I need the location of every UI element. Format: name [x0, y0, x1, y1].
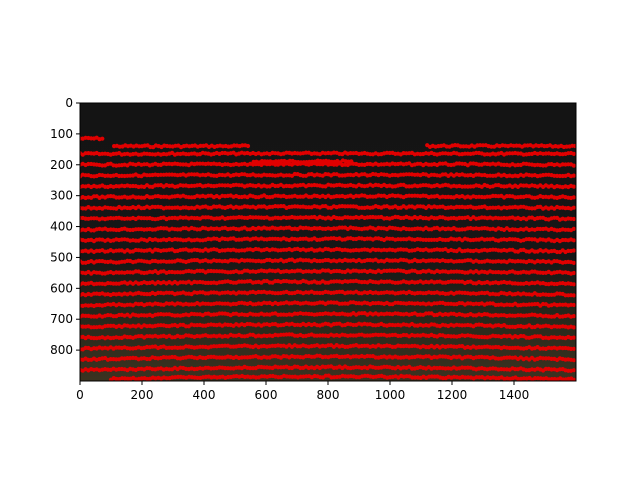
y-tick-label: 0 [65, 96, 73, 110]
data-point [571, 238, 576, 243]
data-point [571, 205, 576, 210]
x-axis: 0 200 400 600 800 1000 1200 1400 [76, 381, 529, 402]
data-point [571, 293, 576, 298]
data-point [245, 143, 251, 149]
data-point [571, 163, 576, 168]
y-tick-label: 200 [50, 158, 73, 172]
data-point [571, 358, 576, 363]
data-point [571, 260, 576, 265]
x-tick-label: 1000 [375, 388, 406, 402]
data-point [571, 184, 576, 189]
scatter-points [80, 135, 576, 381]
data-point [573, 143, 576, 149]
data-point [571, 270, 576, 276]
y-tick-label: 500 [50, 250, 73, 264]
x-tick-label: 1400 [499, 388, 530, 402]
x-tick-label: 800 [317, 388, 340, 402]
y-tick-label: 700 [50, 312, 73, 326]
data-point [571, 216, 576, 222]
data-point [571, 368, 576, 373]
x-tick-label: 0 [76, 388, 84, 402]
x-tick-label: 200 [131, 388, 154, 402]
y-tick-label: 800 [50, 343, 73, 357]
x-tick-label: 1200 [437, 388, 468, 402]
data-point [571, 173, 576, 178]
data-point [571, 302, 576, 308]
y-axis: 0 100 200 300 400 500 600 700 800 [50, 96, 80, 357]
x-tick-label: 600 [255, 388, 278, 402]
data-point [571, 248, 576, 253]
data-point [571, 195, 576, 200]
y-tick-label: 100 [50, 127, 73, 141]
x-tick-label: 400 [193, 388, 216, 402]
y-tick-label: 600 [50, 281, 73, 295]
data-point [571, 151, 576, 156]
data-point [571, 335, 576, 340]
data-point [571, 314, 576, 319]
y-tick-label: 300 [50, 189, 73, 203]
data-point [572, 377, 576, 381]
data-point [571, 282, 576, 287]
data-point [571, 226, 576, 231]
data-point [571, 346, 576, 351]
y-tick-label: 400 [50, 220, 73, 234]
data-point [571, 325, 576, 330]
data-point [100, 136, 105, 141]
